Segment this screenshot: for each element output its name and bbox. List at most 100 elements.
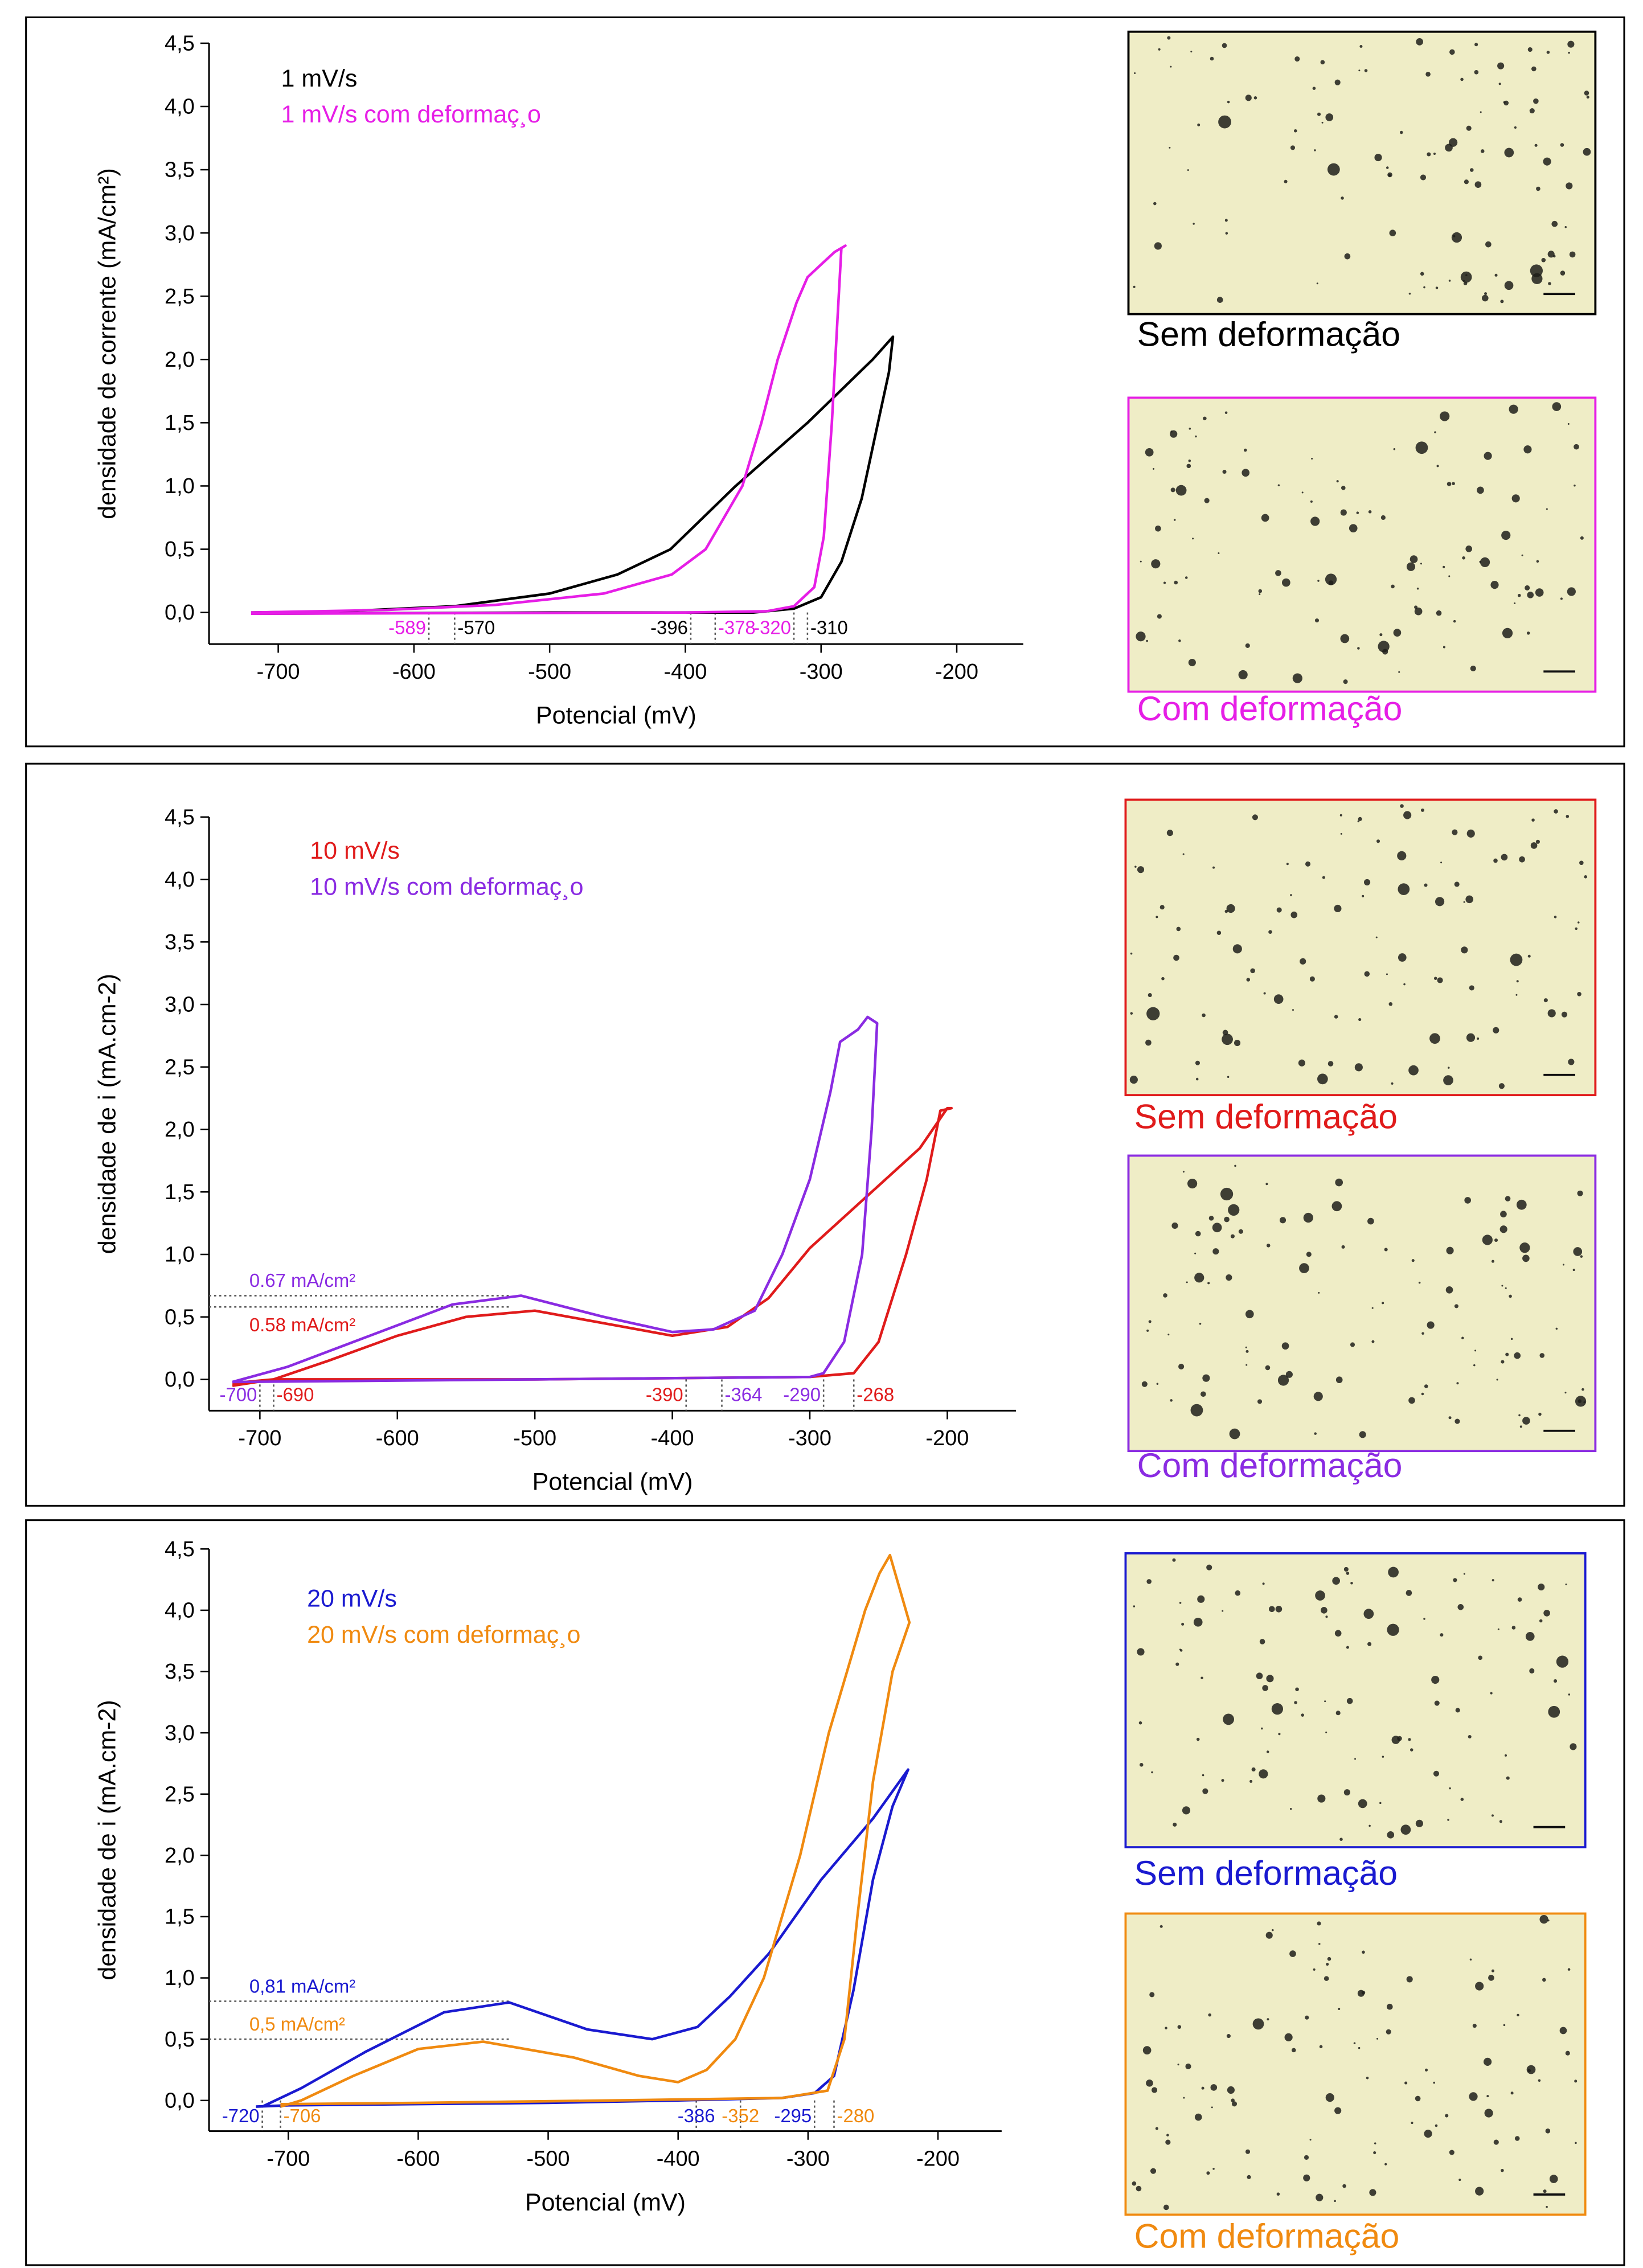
micrograph-particle — [1197, 1595, 1205, 1603]
marker-label: -589 — [388, 617, 426, 638]
x-tick-label: -400 — [663, 660, 707, 684]
micrograph-particle — [1538, 1412, 1542, 1416]
micrograph-particle — [1436, 610, 1442, 616]
micrograph-particle — [1553, 1679, 1558, 1683]
micrograph-particle — [1498, 1083, 1505, 1089]
micrograph-particle — [1514, 126, 1517, 129]
micrograph-particle — [1477, 486, 1484, 494]
micrograph-particle — [1443, 646, 1445, 649]
micrograph-particle — [1579, 860, 1584, 866]
x-tick-label: -300 — [786, 2147, 830, 2171]
micrograph-particle — [1245, 1310, 1254, 1319]
micrograph-particle — [1509, 1294, 1512, 1298]
micrograph-particle — [1514, 1352, 1521, 1359]
micrograph-particle — [1586, 96, 1589, 99]
x-axis-label: Potencial (mV) — [532, 1469, 693, 1496]
micrograph-particle — [1445, 2114, 1449, 2118]
micrograph-particle — [1175, 1662, 1179, 1666]
micrograph-particle — [1194, 1273, 1204, 1283]
x-tick-label: -400 — [651, 1426, 694, 1450]
micrograph-particle — [1246, 978, 1251, 982]
micrograph-particle — [1480, 111, 1482, 113]
micrograph-particle — [1371, 1340, 1375, 1343]
micrograph-particle — [1181, 1622, 1185, 1626]
micrograph-particle — [1176, 926, 1181, 932]
micrograph-particle — [1404, 2081, 1408, 2085]
micrograph-particle — [1312, 87, 1316, 90]
micrograph-particle — [1410, 555, 1418, 563]
micrograph-particle — [1560, 597, 1563, 600]
micrograph-particle — [1469, 168, 1474, 172]
micrograph-particle — [1543, 2189, 1547, 2193]
micrograph-particle — [1285, 1371, 1293, 1378]
micrograph-particle — [1440, 862, 1443, 864]
y-tick-label: 0,5 — [165, 1305, 195, 1329]
micrograph-particle — [1497, 1628, 1499, 1630]
micrograph-particle — [1166, 830, 1173, 836]
micrograph-particle — [1437, 977, 1443, 983]
micrograph-particle — [1568, 51, 1570, 54]
micrograph-particle — [1536, 186, 1540, 191]
micrograph-particle — [1206, 1564, 1212, 1570]
micrograph-particle — [1354, 1063, 1363, 1072]
micrograph-particle — [1350, 1581, 1353, 1585]
micrograph-particle — [1378, 641, 1390, 653]
micrograph-particle — [1136, 631, 1146, 642]
micrograph-particle — [1515, 994, 1518, 996]
y-tick-label: 0,5 — [165, 2028, 195, 2052]
x-tick-label: -200 — [925, 1426, 969, 1450]
micrograph-particle — [1271, 1703, 1284, 1715]
micrograph-particle — [1155, 2127, 1158, 2130]
micrograph-particle — [1484, 2109, 1493, 2118]
micrograph-particle — [1300, 958, 1306, 965]
micrograph-particle — [1516, 1199, 1527, 1210]
y-tick-label: 2,5 — [165, 1782, 195, 1806]
micrograph-particle — [1451, 232, 1462, 243]
micrograph-particle — [1316, 282, 1318, 285]
micrograph-particle — [1146, 639, 1148, 642]
micrograph-particle — [1538, 2079, 1541, 2082]
x-tick-label: -600 — [392, 660, 436, 684]
micrograph-particle — [1568, 1059, 1575, 1065]
micrograph-particle — [1525, 585, 1530, 590]
micrograph-particle — [1284, 2033, 1293, 2041]
micrograph-particle — [1491, 1814, 1494, 1817]
micrograph-particle — [1234, 1040, 1241, 1047]
micrograph-particle — [1303, 1212, 1313, 1223]
micrograph-particle — [1474, 181, 1482, 188]
micrograph-particle — [1265, 1931, 1273, 1939]
micrograph-particle — [1531, 66, 1537, 72]
micrograph-particle — [1292, 673, 1302, 683]
micrograph-particle — [1458, 2179, 1461, 2181]
marker-label: -364 — [725, 1384, 763, 1405]
marker-label: -310 — [810, 617, 848, 638]
legend-label: 1 mV/s com deformaç¸o — [281, 101, 541, 128]
micrograph-particle — [1567, 587, 1576, 596]
micrograph-particle — [1516, 980, 1519, 983]
micrograph-particle — [1433, 1770, 1440, 1777]
micrograph-particle — [1415, 2095, 1421, 2102]
micrograph-particle — [1210, 2084, 1218, 2091]
x-axis-label: Potencial (mV) — [525, 2189, 686, 2216]
micrograph-particle — [1170, 430, 1173, 433]
micrograph-particle — [1511, 1626, 1516, 1630]
micrograph-particle — [1286, 863, 1289, 866]
micrograph-particle — [1406, 562, 1416, 571]
y-tick-label: 4,5 — [165, 1537, 195, 1561]
y-tick-label: 1,0 — [165, 1966, 195, 1990]
micrograph-particle — [1266, 1244, 1271, 1248]
micrograph-particle — [1575, 2142, 1577, 2144]
micrograph-particle — [1505, 1196, 1511, 1201]
micrograph-particle — [1500, 300, 1504, 304]
micrograph-particle — [1145, 448, 1154, 457]
micrograph-particle — [1146, 1007, 1160, 1020]
marker-label: -352 — [722, 2105, 759, 2126]
micrograph-particle — [1575, 927, 1578, 930]
marker-label: -570 — [457, 617, 495, 638]
micrograph-particle — [1565, 1584, 1567, 1586]
micrograph-particle — [1358, 1018, 1362, 1022]
micrograph-particle — [1564, 226, 1567, 228]
micrograph-particle — [1281, 1342, 1289, 1350]
micrograph-particle — [1453, 235, 1456, 237]
